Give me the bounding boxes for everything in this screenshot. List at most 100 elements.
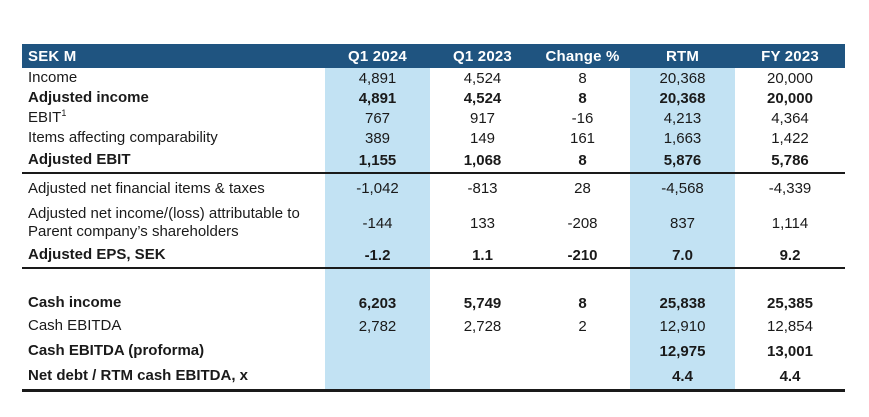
value-cell: -16 xyxy=(571,109,594,127)
value-cell: 1,155 xyxy=(325,148,430,174)
value-cell xyxy=(430,364,535,392)
value-cell: 12,975 xyxy=(630,338,735,364)
value-cell: 133 xyxy=(469,214,496,232)
row-label: Income xyxy=(28,69,78,86)
value-cell xyxy=(325,338,430,364)
table-row-income: Income 4,891 4,524 8 20,368 20,000 xyxy=(22,68,845,88)
footnote-marker: 1 xyxy=(61,108,67,118)
value-cell xyxy=(430,338,535,364)
value-cell: 9.2 xyxy=(735,243,845,269)
value-cell: -1.2 xyxy=(325,243,430,269)
value-cell: 8 xyxy=(578,89,587,107)
value-cell: -208 xyxy=(567,214,598,232)
value-cell: 8 xyxy=(578,294,587,312)
value-cell: 12,854 xyxy=(767,317,813,335)
row-label: Cash income xyxy=(28,294,122,311)
value-cell: 2,728 xyxy=(463,317,502,335)
value-cell: 149 xyxy=(469,129,496,147)
value-cell: 6,203 xyxy=(325,292,430,314)
value-cell: -210 xyxy=(535,243,630,269)
value-cell: 1.1 xyxy=(430,243,535,269)
value-cell: 1,422 xyxy=(771,129,809,147)
table-row-ebit: EBIT1 767 917 -16 4,213 4,364 xyxy=(22,108,845,128)
value-cell xyxy=(535,364,630,392)
value-cell xyxy=(535,338,630,364)
spacer-cell xyxy=(325,268,430,292)
table-row-adjusted-income: Adjusted income 4,891 4,524 8 20,368 20,… xyxy=(22,88,845,108)
column-header-q1-2024: Q1 2024 xyxy=(325,44,430,68)
financial-summary-table: SEK M Q1 2024 Q1 2023 Change % RTM FY 20… xyxy=(22,44,845,392)
value-cell: 5,786 xyxy=(735,148,845,174)
table-row-adjusted-ebit: Adjusted EBIT 1,155 1,068 8 5,876 5,786 xyxy=(22,148,845,174)
row-label: Adjusted net financial items & taxes xyxy=(28,179,265,197)
row-label: Adjusted EBIT xyxy=(22,148,325,174)
value-cell: 4,364 xyxy=(771,109,809,127)
value-cell: 4.4 xyxy=(630,364,735,392)
value-cell: -4,339 xyxy=(768,180,812,197)
value-cell: 20,368 xyxy=(630,68,735,88)
spacer-row xyxy=(22,268,845,292)
value-cell: 4,891 xyxy=(325,88,430,108)
value-cell: 4,524 xyxy=(463,89,502,107)
value-cell: 1,114 xyxy=(771,214,809,232)
value-cell: -4,568 xyxy=(630,173,735,203)
table-row-cash-ebitda: Cash EBITDA 2,782 2,728 2 12,910 12,854 xyxy=(22,314,845,338)
value-cell: -813 xyxy=(467,180,498,197)
row-label: Items affecting comparability xyxy=(28,129,218,146)
value-cell: 917 xyxy=(469,109,496,127)
value-cell: 767 xyxy=(325,108,430,128)
column-header-change-pct: Change % xyxy=(535,44,630,68)
column-header-rtm: RTM xyxy=(630,44,735,68)
value-cell: 837 xyxy=(630,203,735,243)
table-row-adjusted-net-income-to-parent: Adjusted net income/(loss) attributable … xyxy=(22,203,845,243)
value-cell: 4,213 xyxy=(630,108,735,128)
row-label-text: EBIT xyxy=(28,109,62,126)
value-cell xyxy=(325,364,430,392)
row-label: Cash EBITDA (proforma) xyxy=(28,342,205,359)
row-label: EBIT1 xyxy=(22,108,325,128)
value-cell: 12,910 xyxy=(630,314,735,338)
column-header-fy-2023: FY 2023 xyxy=(735,44,845,68)
value-cell: 28 xyxy=(574,180,591,197)
value-cell: 4,891 xyxy=(325,68,430,88)
value-cell: 20,000 xyxy=(767,69,813,87)
value-cell: 8 xyxy=(535,148,630,174)
value-cell: 1,663 xyxy=(630,128,735,148)
value-cell: 5,749 xyxy=(463,294,502,312)
row-label: Cash EBITDA xyxy=(28,317,122,334)
value-cell: 4,524 xyxy=(463,69,502,87)
value-cell: 5,876 xyxy=(630,148,735,174)
value-cell: 389 xyxy=(325,128,430,148)
column-header-q1-2023: Q1 2023 xyxy=(430,44,535,68)
spacer-cell xyxy=(535,268,630,292)
column-header-sek-m: SEK M xyxy=(22,44,325,68)
table-row-cash-ebitda-proforma: Cash EBITDA (proforma) 12,975 13,001 xyxy=(22,338,845,364)
value-cell: -1,042 xyxy=(325,173,430,203)
table-row-adjusted-net-financial-items: Adjusted net financial items & taxes -1,… xyxy=(22,173,845,203)
value-cell: 1,068 xyxy=(430,148,535,174)
value-cell: 8 xyxy=(578,69,587,87)
table-row-net-debt-to-rtm-cash-ebitda: Net debt / RTM cash EBITDA, x 4.4 4.4 xyxy=(22,364,845,392)
table-row-adjusted-eps: Adjusted EPS, SEK -1.2 1.1 -210 7.0 9.2 xyxy=(22,243,845,269)
spacer-cell xyxy=(630,268,735,292)
value-cell: 25,838 xyxy=(630,292,735,314)
value-cell: 25,385 xyxy=(767,294,813,312)
row-label: Adjusted income xyxy=(28,89,149,106)
spacer-cell xyxy=(430,268,535,292)
spacer-cell xyxy=(22,268,325,292)
value-cell: 2 xyxy=(578,317,587,335)
table-row-items-affecting-comparability: Items affecting comparability 389 149 16… xyxy=(22,128,845,148)
value-cell: 2,782 xyxy=(325,314,430,338)
value-cell: 161 xyxy=(569,129,596,147)
value-cell: 20,000 xyxy=(767,89,813,107)
row-label: Adjusted net income/(loss) attributable … xyxy=(28,205,300,240)
spacer-cell xyxy=(735,268,845,292)
row-label: Adjusted EPS, SEK xyxy=(22,243,325,269)
header-row: SEK M Q1 2024 Q1 2023 Change % RTM FY 20… xyxy=(22,44,845,68)
row-label: Net debt / RTM cash EBITDA, x xyxy=(22,364,325,392)
value-cell: 4.4 xyxy=(735,364,845,392)
table-row-cash-income: Cash income 6,203 5,749 8 25,838 25,385 xyxy=(22,292,845,314)
value-cell: 13,001 xyxy=(767,342,813,360)
value-cell: 7.0 xyxy=(630,243,735,269)
